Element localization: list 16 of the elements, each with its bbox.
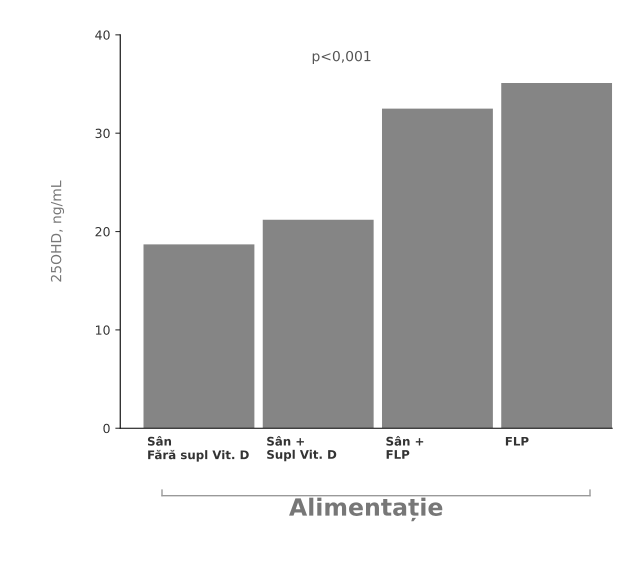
y-tick-label: 20 <box>96 227 110 236</box>
x-tick-label: FLP <box>506 436 529 446</box>
bar <box>501 83 612 428</box>
y-tick-label: 0 <box>103 424 110 434</box>
bar <box>143 244 254 428</box>
x-tick-label: Sân + FLP <box>386 436 424 459</box>
bar <box>382 108 493 428</box>
x-tick-label: Sân + Supl Vit. D <box>267 436 336 462</box>
y-tick-label: 40 <box>95 30 110 40</box>
x-tick-label: Sân Fără supl Vit. D <box>148 436 249 462</box>
annotation: p<0,001 <box>312 50 370 64</box>
x-axis-title: Alimentație <box>289 498 442 522</box>
y-tick-label: 30 <box>96 128 110 138</box>
y-tick-label: 10 <box>96 325 110 335</box>
y-axis-title: 25OHD, ng/mL <box>50 180 64 282</box>
bar <box>262 220 374 428</box>
